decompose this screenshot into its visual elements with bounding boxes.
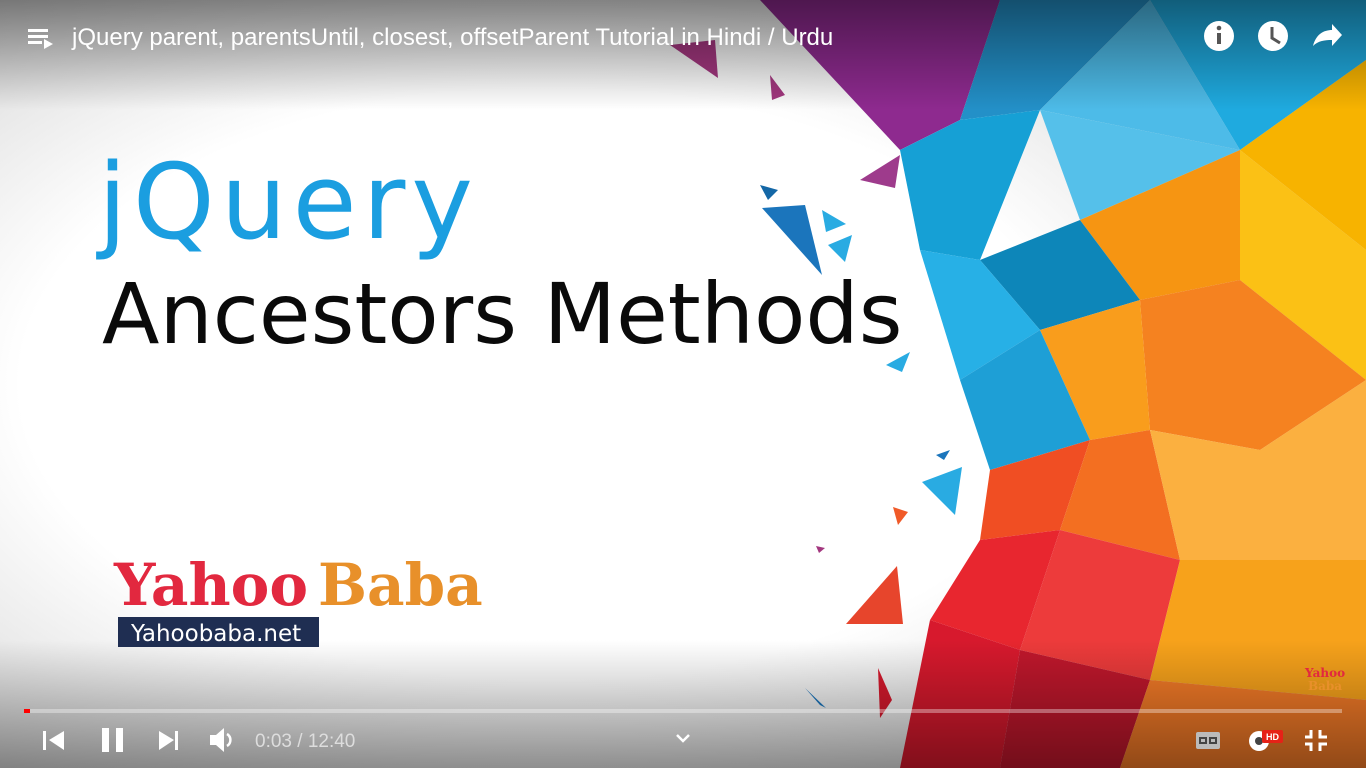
- bottom-shade: [0, 640, 1366, 768]
- volume-button[interactable]: [210, 728, 232, 752]
- watermark-part2: Baba: [1308, 679, 1342, 693]
- captions-button[interactable]: [1196, 732, 1220, 749]
- watermark-part1: Yahoo: [1304, 666, 1345, 680]
- time-display: 0:03 / 12:40: [255, 731, 355, 752]
- logo-website-box: [118, 617, 319, 647]
- settings-button[interactable]: HD: [1249, 730, 1283, 751]
- progress-track[interactable]: [24, 709, 1342, 713]
- pause-button[interactable]: [102, 728, 123, 752]
- logo-website: Yahoobaba.net: [130, 621, 301, 647]
- progress-played: [24, 709, 30, 713]
- video-title[interactable]: jQuery parent, parentsUntil, closest, of…: [71, 24, 833, 51]
- expand-chevron[interactable]: [676, 734, 690, 743]
- logo-part2: Baba: [318, 551, 483, 619]
- next-button[interactable]: [159, 731, 178, 750]
- quality-badge: HD: [1266, 732, 1279, 742]
- playlist-icon[interactable]: [28, 29, 53, 49]
- info-button[interactable]: [1204, 21, 1234, 51]
- top-shade: [0, 0, 1366, 110]
- watch-later-button[interactable]: [1258, 21, 1288, 51]
- previous-button[interactable]: [43, 731, 64, 750]
- logo-part1: Yahoo: [113, 551, 308, 619]
- slide-heading: jQuery: [96, 141, 479, 263]
- slide-subheading: Ancestors Methods: [102, 265, 902, 363]
- exit-fullscreen-button[interactable]: [1305, 730, 1327, 751]
- share-button[interactable]: [1313, 24, 1342, 46]
